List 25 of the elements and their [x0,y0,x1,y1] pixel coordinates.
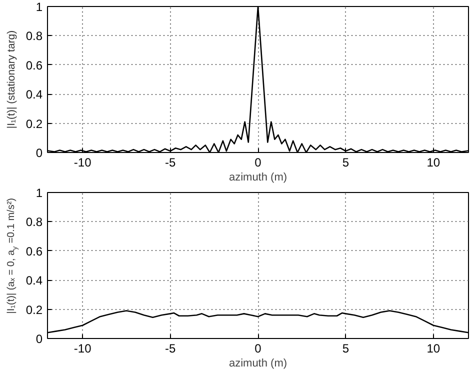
y-tick-label: 0.2 [26,302,43,317]
y-tick-label: 0 [36,146,43,160]
x-tick-label: 5 [342,156,350,170]
y-tick-label: 0.8 [26,215,43,230]
y-tick-label: 0.8 [26,29,43,44]
x-tick-label: 0 [254,342,262,356]
x-axis-title: azimuth (m) [228,172,288,184]
y-tick-label: 1 [36,0,43,14]
x-tick-label: 10 [426,156,440,170]
x-tick-label: 0 [254,156,262,170]
y-tick-label: 0.4 [26,88,43,102]
y-axis-title: |I₁(t)| (stationary targ) [6,30,18,129]
x-tick-label: -10 [74,156,92,170]
y-tick-label: 0.4 [26,274,43,288]
y-tick-label: 1 [36,186,43,200]
x-tick-label: -5 [164,342,176,356]
x-tick-label: -10 [74,342,92,356]
y-tick-label: 0.2 [26,116,43,131]
x-tick-label: -5 [164,156,176,170]
y-tick-label: 0.6 [26,244,43,258]
y-tick-label: 0 [36,332,43,346]
x-axis-title: azimuth (m) [228,358,288,370]
x-tick-label: 5 [342,342,350,356]
y-tick-label: 0.6 [26,58,43,72]
x-tick-label: 10 [426,342,440,356]
